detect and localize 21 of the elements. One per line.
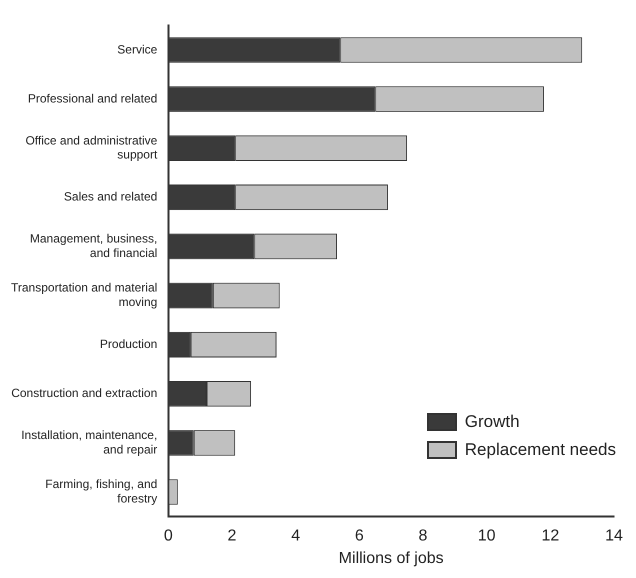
x-tick-label: 8 [418,528,428,545]
y-tick-label: Professional and related [28,91,158,106]
y-tick-label: Farming, fishing, and forestry [45,477,158,506]
x-axis-title: Millions of jobs [338,550,444,567]
y-tick-label: Office and administrative support [25,133,158,162]
y-tick-label: Construction and extraction [11,386,158,400]
y-tick-label: Service [117,42,158,56]
x-tick-label: 12 [541,528,560,545]
legend-label: Replacement needs [464,440,616,460]
x-tick-label: 0 [164,528,173,545]
x-tick-label: 2 [228,528,237,545]
y-tick-label: Transportation and material moving [11,280,158,310]
y-tick-label: Installation, maintenance, and repair [21,428,158,456]
x-tick-label: 4 [291,528,300,545]
x-tick-label: 6 [354,528,364,545]
x-tick-label: 14 [605,528,623,545]
legend-label: Growth [464,412,520,432]
y-tick-label: Production [100,336,158,351]
x-tick-label: 10 [478,528,496,545]
y-tick-label: Management, business, and financial [30,232,158,260]
y-tick-label: Sales and related [64,190,158,204]
